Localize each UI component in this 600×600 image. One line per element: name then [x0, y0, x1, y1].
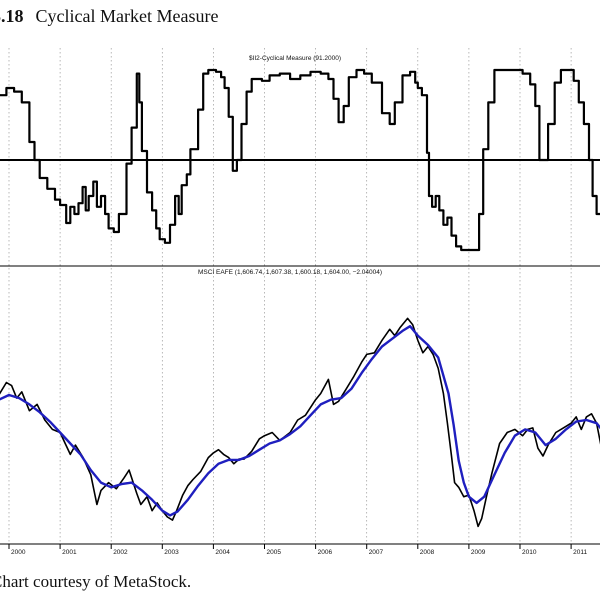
x-tick-label: 2011	[573, 549, 587, 556]
bottom-panel-title: MSCI EAFE (1,606.74, 1,607.38, 1,600.18,…	[198, 269, 382, 276]
figure-header: 3.18 Cyclical Market Measure	[0, 6, 218, 27]
x-tick-label: 2008	[420, 549, 435, 556]
moving-average-line	[0, 325, 600, 517]
x-tick-label: 2000	[11, 549, 26, 556]
x-tick-label: 2004	[215, 549, 230, 556]
top-panel-title: $II2-Cyclical Measure (91.2000)	[249, 55, 341, 62]
figure-caption: Chart courtesy of MetaStock.	[0, 572, 192, 591]
x-tick-label: 2001	[62, 549, 77, 556]
x-tick-label: 2010	[522, 549, 537, 556]
x-tick-label: 2006	[318, 549, 333, 556]
cyclical-measure-line	[0, 68, 600, 252]
x-tick-label: 2007	[369, 549, 384, 556]
figure-title: Cyclical Market Measure	[35, 6, 219, 26]
chart-panel: $II2-Cyclical Measure (91.2000) MSCI EAF…	[0, 48, 600, 556]
x-tick-label: 2003	[164, 549, 179, 556]
year-gridlines	[8, 48, 572, 544]
x-tick-label: 2002	[113, 549, 128, 556]
figure-number: 3.18	[0, 6, 24, 26]
x-axis-ticks: 2000 2001 2002 2003 2004 2005 2006 2007 2008 2009…	[8, 544, 587, 556]
msci-eafe-price-line	[0, 317, 600, 528]
x-tick-label: 2005	[267, 549, 282, 556]
x-tick-label: 2009	[471, 549, 486, 556]
